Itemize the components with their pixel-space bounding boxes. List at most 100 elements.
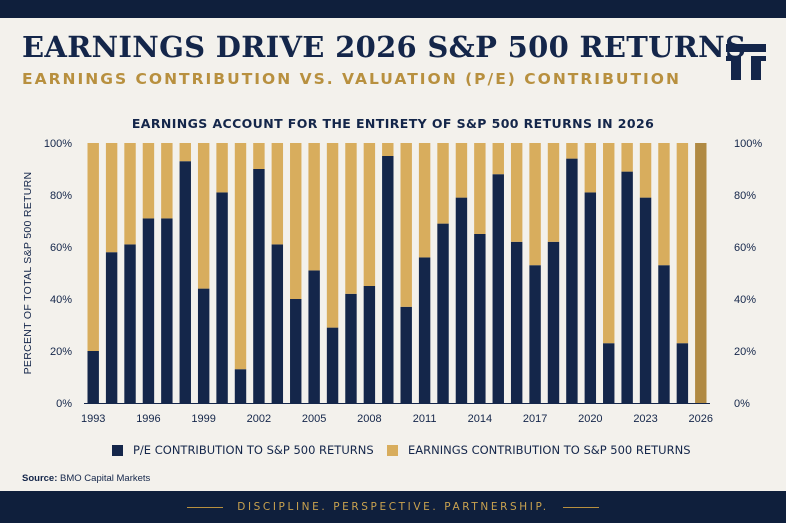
monogram-logo-icon: [726, 44, 766, 80]
bar-earnings-2025: [676, 143, 689, 344]
bar-earnings-2010: [400, 143, 412, 307]
y-tick-right-100%: 100%: [734, 138, 762, 150]
y-tick-left-80%: 80%: [50, 190, 72, 202]
bar-earnings-2013: [455, 143, 468, 198]
bar-pe-1998: [179, 161, 191, 403]
bar-pe-2002: [253, 169, 265, 403]
source-text: BMO Capital Markets: [60, 473, 151, 484]
footer-divider-left: [187, 506, 224, 508]
y-tick-right-20%: 20%: [734, 346, 756, 358]
x-tick-2026: 2026: [689, 413, 713, 425]
x-tick-2011: 2011: [413, 413, 437, 425]
x-tick-1996: 1996: [136, 413, 160, 425]
bar-earnings-2007: [345, 143, 357, 294]
y-tick-left-40%: 40%: [50, 294, 72, 306]
bar-earnings-2020: [584, 143, 597, 193]
bar-pe-2013: [455, 197, 468, 403]
source-label: Source:: [22, 473, 58, 484]
bar-earnings-2015: [492, 143, 504, 175]
bar-earnings-1997: [161, 143, 173, 219]
bar-earnings-1999: [197, 143, 210, 289]
source-note: Source: BMO Capital Markets: [22, 473, 150, 484]
bar-pe-2024: [658, 265, 670, 403]
legend-item-earnings: EARNINGS CONTRIBUTION TO S&P 500 RETURNS: [387, 443, 691, 457]
bar-pe-2010: [400, 306, 412, 403]
bar-earnings-2000: [216, 143, 228, 193]
bar-earnings-2005: [308, 143, 320, 271]
page-title: EARNINGS DRIVE 2026 S&P 500 RETURNS: [22, 30, 747, 64]
legend-label-pe: P/E CONTRIBUTION TO S&P 500 RETURNS: [133, 443, 374, 457]
bar-earnings-2001: [234, 143, 247, 370]
x-tick-2002: 2002: [247, 413, 271, 425]
x-tick-1993: 1993: [81, 413, 105, 425]
legend-swatch-pe: [112, 444, 123, 456]
bar-pe-2017: [529, 265, 541, 403]
bar-earnings-2002: [253, 143, 265, 169]
bar-pe-2018: [547, 241, 560, 403]
legend-item-pe: P/E CONTRIBUTION TO S&P 500 RETURNS: [112, 443, 374, 457]
bar-earnings-2023: [639, 143, 652, 198]
bar-earnings-2026: [695, 143, 707, 403]
bar-earnings-2022: [621, 143, 633, 172]
bar-pe-1994: [105, 252, 118, 403]
chart-title: EARNINGS ACCOUNT FOR THE ENTIRETY OF S&P…: [131, 116, 655, 131]
bar-pe-1993: [87, 351, 99, 403]
bar-earnings-2004: [290, 143, 302, 299]
bar-pe-2011: [418, 257, 431, 403]
y-tick-left-0%: 0%: [56, 398, 72, 410]
bar-earnings-1993: [87, 143, 99, 351]
bar-pe-2020: [584, 192, 597, 403]
bar-earnings-1995: [124, 143, 136, 245]
bar-pe-2012: [437, 223, 449, 403]
legend-swatch-earnings: [387, 444, 398, 456]
bar-pe-2007: [345, 293, 357, 403]
bar-earnings-2009: [382, 143, 394, 156]
bar-earnings-2008: [363, 143, 376, 286]
bar-earnings-1994: [105, 143, 118, 253]
legend-label-earnings: EARNINGS CONTRIBUTION TO S&P 500 RETURNS: [408, 443, 691, 457]
bar-earnings-1996: [142, 143, 155, 219]
bar-earnings-2006: [326, 143, 339, 328]
x-tick-1999: 1999: [191, 413, 215, 425]
bar-pe-2000: [216, 192, 228, 403]
bar-pe-2025: [676, 343, 689, 403]
bar-pe-2001: [234, 369, 247, 403]
bar-pe-2016: [510, 241, 523, 403]
bar-earnings-2012: [437, 143, 449, 224]
bar-earnings-2016: [510, 143, 523, 242]
top-accent-bar: [0, 0, 786, 18]
bar-pe-2019: [566, 158, 578, 403]
bar-pe-1995: [124, 244, 136, 403]
bar-earnings-2003: [271, 143, 284, 245]
bar-pe-2006: [326, 327, 339, 403]
bar-earnings-2021: [603, 143, 615, 344]
bar-earnings-1998: [179, 143, 191, 162]
x-tick-2014: 2014: [468, 413, 492, 425]
y-tick-left-20%: 20%: [50, 346, 72, 358]
y-tick-right-60%: 60%: [734, 242, 756, 254]
bar-pe-2023: [639, 197, 652, 403]
y-tick-right-0%: 0%: [734, 398, 750, 410]
bar-pe-2014: [474, 234, 486, 403]
bar-pe-2022: [621, 171, 633, 403]
bar-pe-2003: [271, 244, 284, 403]
bar-earnings-2011: [418, 143, 431, 258]
bar-pe-2008: [363, 286, 376, 403]
footer-divider-right: [562, 506, 599, 508]
page-subtitle: EARNINGS CONTRIBUTION VS. VALUATION (P/E…: [22, 70, 681, 88]
bar-pe-2015: [492, 174, 504, 403]
x-tick-2023: 2023: [633, 413, 657, 425]
x-tick-2017: 2017: [523, 413, 547, 425]
y-tick-left-60%: 60%: [50, 242, 72, 254]
bar-earnings-2017: [529, 143, 541, 266]
y-tick-right-40%: 40%: [734, 294, 756, 306]
bar-earnings-2024: [658, 143, 670, 266]
x-tick-2020: 2020: [578, 413, 602, 425]
y-axis-label: PERCENT OF TOTAL S&P 500 RETURN: [22, 172, 34, 375]
y-tick-left-100%: 100%: [44, 138, 72, 150]
bar-pe-2005: [308, 270, 320, 403]
footer-tagline: DISCIPLINE. PERSPECTIVE. PARTNERSHIP.: [237, 501, 549, 513]
bar-pe-1997: [161, 218, 173, 403]
stacked-bar-chart: 0% 0% 20% 20% 40% 40% 60% 60% 80% 80% 100% 100% 1993…: [22, 138, 762, 425]
x-tick-2005: 2005: [302, 413, 326, 425]
